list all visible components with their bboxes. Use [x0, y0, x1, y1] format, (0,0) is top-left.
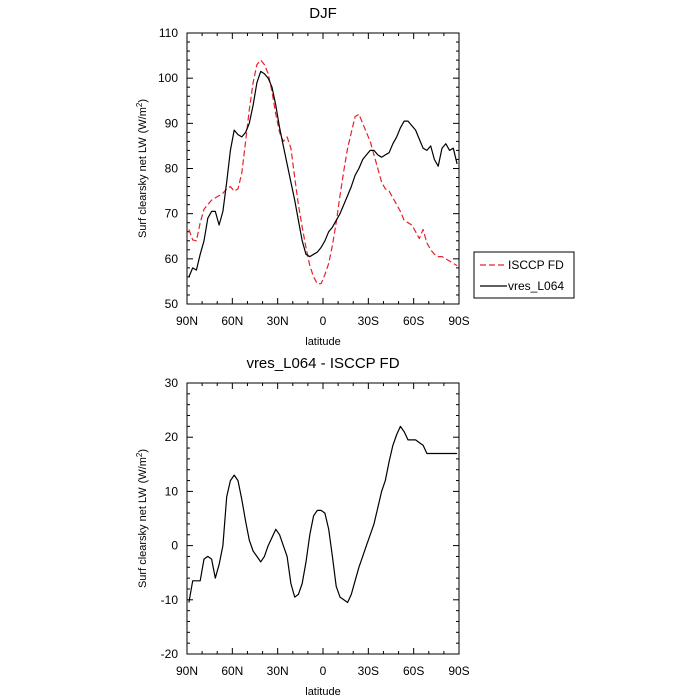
bottom-chart: vres_L064 - ISCCP FD latitude Surf clear… — [135, 355, 470, 698]
top-chart-y-tick-label: 60 — [165, 252, 179, 266]
top-chart-y-axis-label-units-sup: 2 — [135, 102, 144, 107]
bottom-chart-x-tick-label: 30N — [267, 664, 289, 678]
top-chart-y-tick-label: 100 — [158, 71, 178, 85]
bottom-chart-y-tick-label: 20 — [165, 430, 179, 444]
bottom-chart-x-tick-label: 60S — [403, 664, 424, 678]
bottom-chart-x-tick-label: 90S — [448, 664, 469, 678]
bottom-chart-y-axis-label-units: (W/m — [137, 457, 149, 483]
top-chart-x-tick-label: 30S — [358, 314, 379, 328]
top-chart-y-tick-label: 70 — [165, 207, 179, 221]
bottom-chart-y-axis-label-units-sup: 2 — [135, 452, 144, 457]
top-chart-legend: ISCCP FD vres_L064 — [473, 251, 575, 299]
bottom-chart-y-tick-label: 0 — [171, 539, 178, 553]
bottom-chart-x-tick-label: 0 — [320, 664, 327, 678]
top-chart-x-tick-label: 90N — [176, 314, 198, 328]
bottom-chart-x-tick-label: 60N — [221, 664, 243, 678]
top-chart-x-tick-label: 60N — [221, 314, 243, 328]
bottom-chart-x-tick-label: 90N — [176, 664, 198, 678]
bottom-chart-y-axis-label-main: Surf clearsky net LW — [137, 487, 149, 588]
top-chart-y-tick-label: 110 — [159, 26, 178, 40]
top-chart-x-axis-label: latitude — [305, 336, 340, 348]
bottom-chart-x-axis-label: latitude — [305, 686, 340, 698]
top-chart-y-axis-label-units-end: ) — [137, 99, 149, 103]
bottom-chart-y-tick-label: -10 — [161, 593, 179, 607]
legend-label-2: vres_L064 — [508, 279, 564, 293]
bottom-chart-y-tick-label: -20 — [161, 647, 179, 661]
top-chart: DJF latitude Surf clearsky net LW(W/m2) … — [135, 5, 575, 348]
top-chart-series-line-2 — [188, 70, 458, 278]
top-chart-x-tick-label: 0 — [320, 314, 327, 328]
bottom-chart-plot-frame — [186, 382, 460, 655]
legend-label-1: ISCCP FD — [508, 258, 564, 272]
top-chart-y-axis-label-units: (W/m — [137, 107, 149, 133]
bottom-chart-y-tick-label: 10 — [165, 484, 179, 498]
bottom-chart-x-tick-label: 30S — [358, 664, 379, 678]
bottom-chart-y-tick-label: 30 — [165, 376, 179, 390]
legend-box — [473, 251, 575, 299]
top-chart-x-tick-label: 60S — [403, 314, 424, 328]
top-chart-y-tick-label: 90 — [165, 116, 179, 130]
bottom-chart-y-axis-label: Surf clearsky net LW (W/m2) — [135, 449, 149, 588]
top-chart-y-axis-label: Surf clearsky net LW (W/m2) — [135, 99, 149, 238]
top-chart-title: DJF — [309, 5, 337, 22]
top-chart-x-tick-label: 30N — [267, 314, 289, 328]
top-chart-y-tick-label: 80 — [165, 162, 179, 176]
bottom-chart-y-axis-label-units-end: ) — [137, 449, 149, 453]
bottom-chart-series-line-1 — [188, 425, 458, 604]
top-chart-y-axis-label-main: Surf clearsky net LW — [137, 137, 149, 238]
top-chart-series-line-1 — [188, 59, 458, 285]
top-chart-y-tick-label: 50 — [165, 297, 179, 311]
bottom-chart-title: vres_L064 - ISCCP FD — [246, 355, 399, 372]
top-chart-x-tick-label: 90S — [448, 314, 469, 328]
